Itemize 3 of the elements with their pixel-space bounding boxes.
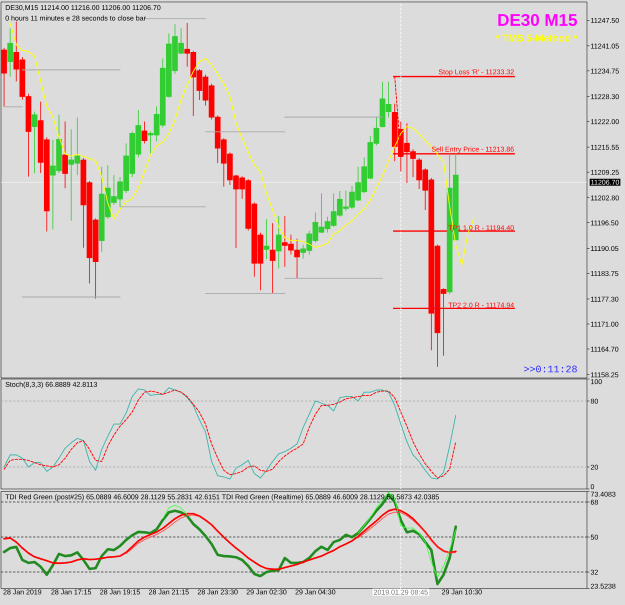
text: * TMS 5-Method * <box>496 34 578 42</box>
annotation: >>0:11:28 <box>524 366 577 372</box>
text: DE30 M15 <box>498 14 578 26</box>
